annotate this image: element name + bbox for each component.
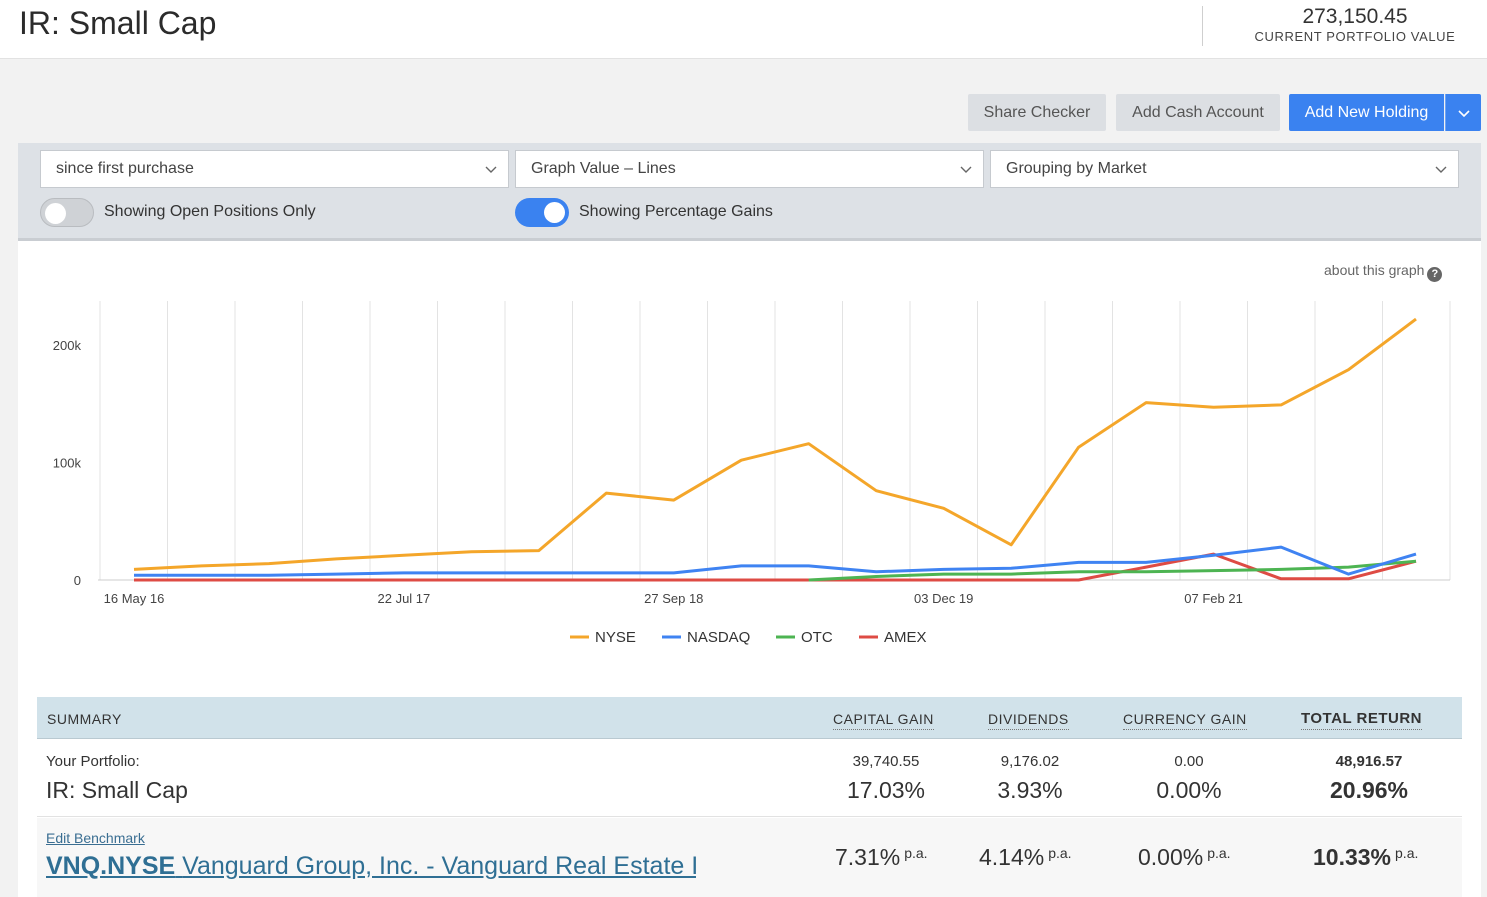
chevron-down-icon <box>960 166 972 173</box>
add-new-holding-button[interactable]: Add New Holding <box>1289 94 1444 131</box>
x-tick-label: 07 Feb 21 <box>1184 591 1243 606</box>
y-tick-label: 200k <box>53 338 82 353</box>
about-graph-label: about this graph <box>1324 262 1425 278</box>
percentage-gains-toggle[interactable] <box>515 198 569 227</box>
benchmark-currency-gain: 0.00% p.a. <box>1138 844 1231 871</box>
currency-gain-pct: 0.00% <box>1156 777 1222 803</box>
graph-type-select-value: Graph Value – Lines <box>531 160 676 177</box>
pa-label: p.a. <box>1395 845 1419 861</box>
capital-gain-pct: 17.03% <box>846 777 925 803</box>
legend-label-nyse: NYSE <box>595 629 636 646</box>
toggle-knob <box>45 203 66 224</box>
portfolio-value-label: CURRENT PORTFOLIO VALUE <box>1254 29 1456 44</box>
period-select-value: since first purchase <box>56 160 194 177</box>
page-title: IR: Small Cap <box>19 5 217 41</box>
y-tick-label: 0 <box>74 573 81 588</box>
portfolio-value: 273,150.45 <box>1302 5 1408 28</box>
capital-gain-header[interactable]: CAPITAL GAIN <box>833 711 934 730</box>
benchmark-dividends-pct: 4.14% <box>979 844 1045 870</box>
series-line-otc <box>808 559 1417 582</box>
open-positions-label: Showing Open Positions Only <box>104 203 316 220</box>
dividends-header[interactable]: DIVIDENDS <box>988 711 1069 730</box>
add-cash-account-button[interactable]: Add Cash Account <box>1116 94 1280 131</box>
benchmark-name-link[interactable]: VNQ.NYSE Vanguard Group, Inc. - Vanguard… <box>46 852 696 881</box>
chevron-down-icon <box>485 166 497 173</box>
summary-header-label: SUMMARY <box>47 711 122 727</box>
summary-header: SUMMARY CAPITAL GAIN DIVIDENDS CURRENCY … <box>37 697 1462 739</box>
help-icon: ? <box>1427 267 1443 282</box>
benchmark-total-return: 10.33% p.a. <box>1313 844 1418 871</box>
y-tick-label: 100k <box>53 456 82 471</box>
benchmark-name: Vanguard Group, Inc. - Vanguard Real Est… <box>182 852 696 880</box>
grouping-select-value: Grouping by Market <box>1006 160 1147 177</box>
benchmark-dividends: 4.14% p.a. <box>979 844 1072 871</box>
capital-gain-value: 39,740.55 <box>852 753 920 770</box>
summary-table: SUMMARY CAPITAL GAIN DIVIDENDS CURRENCY … <box>37 697 1462 897</box>
legend-label-otc: OTC <box>801 629 833 646</box>
open-positions-toggle[interactable] <box>40 198 94 227</box>
toggle-knob <box>544 202 565 223</box>
benchmark-currency-gain-pct: 0.00% <box>1138 844 1204 870</box>
portfolio-name: IR: Small Cap <box>46 777 188 803</box>
graph-type-select[interactable]: Graph Value – Lines <box>515 150 984 188</box>
x-tick-label: 22 Jul 17 <box>378 591 431 606</box>
legend-label-nasdaq: NASDAQ <box>687 629 750 646</box>
total-return-pct: 20.96% <box>1329 777 1408 803</box>
benchmark-code: VNQ.NYSE <box>46 852 176 880</box>
pa-label: p.a. <box>1207 845 1231 861</box>
dividends-pct: 3.93% <box>997 777 1063 803</box>
series-line-nyse <box>133 317 1417 571</box>
x-tick-label: 03 Dec 19 <box>914 591 973 606</box>
benchmark-capital-gain: 7.31% p.a. <box>835 844 928 871</box>
top-bar: IR: Small Cap 273,150.45 CURRENT PORTFOL… <box>0 0 1487 59</box>
pa-label: p.a. <box>1048 845 1072 861</box>
benchmark-capital-gain-pct: 7.31% <box>835 844 901 870</box>
portfolio-value-box: 273,150.45 CURRENT PORTFOLIO VALUE <box>1202 5 1487 46</box>
portfolio-summary-row: Your Portfolio: IR: Small Cap 39,740.55 … <box>37 739 1462 817</box>
share-checker-button[interactable]: Share Checker <box>968 94 1106 131</box>
benchmark-total-return-pct: 10.33% <box>1313 844 1392 870</box>
add-holding-dropdown-button[interactable] <box>1445 94 1481 131</box>
percentage-gains-label: Showing Percentage Gains <box>579 203 773 220</box>
market-value-chart: 0 100k 200k 16 May 16 22 Jul 17 27 Sep 18 03 D… <box>53 301 1451 646</box>
legend-label-amex: AMEX <box>884 629 927 646</box>
edit-benchmark-link[interactable]: Edit Benchmark <box>46 830 145 846</box>
pa-label: p.a. <box>904 845 928 861</box>
grouping-select[interactable]: Grouping by Market <box>990 150 1459 188</box>
benchmark-row: Edit Benchmark VNQ.NYSE Vanguard Group, … <box>37 818 1462 897</box>
x-tick-label: 16 May 16 <box>104 591 165 606</box>
total-return-value: 48,916.57 <box>1335 753 1403 770</box>
portfolio-label: Your Portfolio: <box>46 753 140 770</box>
currency-gain-value: 0.00 <box>1174 753 1204 770</box>
total-return-header[interactable]: TOTAL RETURN <box>1301 710 1422 730</box>
x-tick-label: 27 Sep 18 <box>644 591 703 606</box>
dividends-value: 9,176.02 <box>1000 753 1060 770</box>
filter-panel: since first purchase Graph Value – Lines… <box>18 143 1481 241</box>
series-line-nasdaq <box>134 545 1417 577</box>
about-graph-link[interactable]: about this graph? <box>1324 262 1443 282</box>
chevron-down-icon <box>1457 109 1470 117</box>
currency-gain-header[interactable]: CURRENCY GAIN <box>1123 711 1247 730</box>
chevron-down-icon <box>1435 166 1447 173</box>
period-select[interactable]: since first purchase <box>40 150 509 188</box>
